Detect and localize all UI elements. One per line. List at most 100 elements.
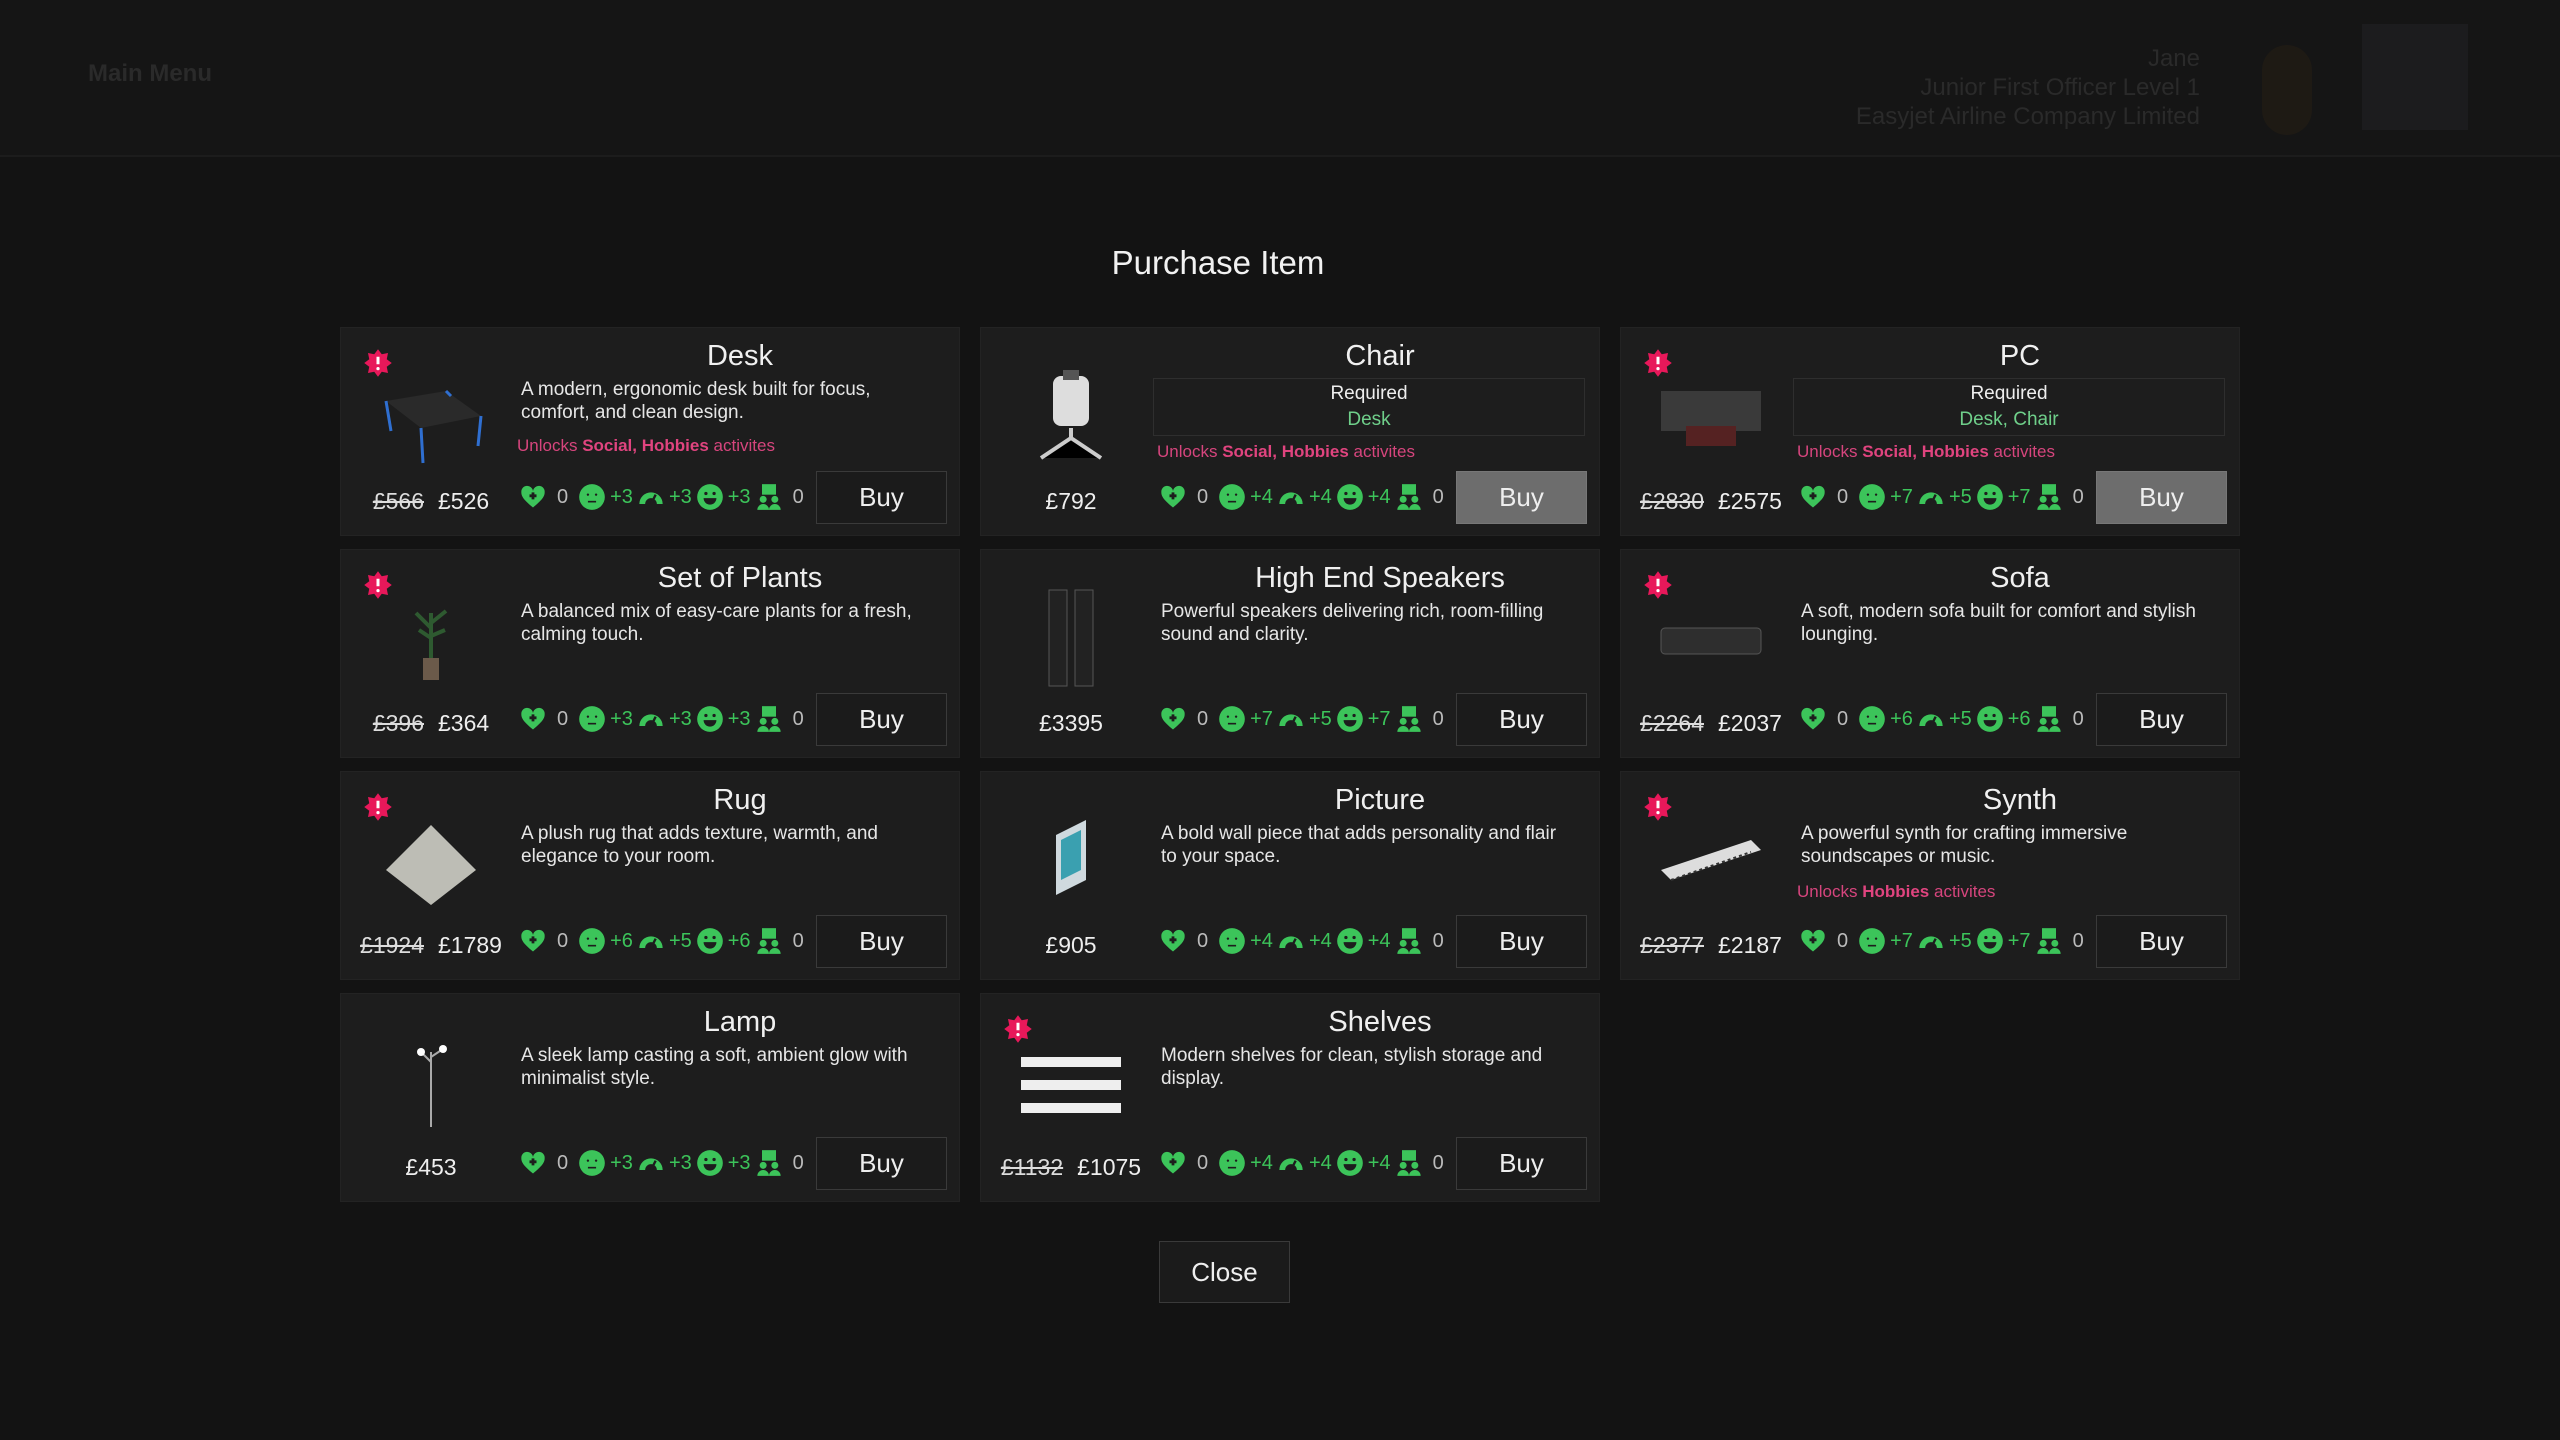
item-card-shelves: £1132 £1075 Shelves Modern shelves for clea…	[980, 993, 1600, 1202]
item-image	[1011, 1032, 1131, 1132]
unlocks-suffix: activites	[713, 436, 775, 455]
current-price: £364	[438, 710, 490, 736]
stat-value: +3	[668, 707, 692, 730]
item-name: Set of Plants	[657, 562, 823, 594]
stat-effects: 0 +4 +4 +4 0	[1159, 927, 1450, 955]
buy-button[interactable]: Buy	[2096, 915, 2227, 968]
original-price: £1924	[360, 932, 424, 958]
health-icon	[1159, 927, 1187, 955]
close-button[interactable]: Close	[1159, 1241, 1290, 1303]
required-items: Desk, Chair	[1959, 409, 2059, 430]
current-price: £1075	[1077, 1154, 1142, 1180]
required-label: Required	[1330, 383, 1408, 404]
profile-info: Jane Junior First Officer Level 1 Easyje…	[1856, 44, 2200, 131]
stat-value: +4	[1250, 929, 1273, 952]
item-image	[1651, 366, 1771, 466]
current-price: £526	[438, 488, 490, 514]
alert-badge-icon	[1004, 1015, 1032, 1043]
price: £3395	[981, 710, 1161, 737]
alert-badge-icon	[1644, 793, 1672, 821]
alert-badge-icon	[364, 349, 392, 377]
stat-value: 0	[792, 1151, 804, 1174]
health-icon	[519, 927, 547, 955]
buy-button[interactable]: Buy	[1456, 471, 1587, 524]
item-image	[371, 366, 491, 466]
gauge-icon	[1917, 927, 1945, 955]
stat-value: +4	[1308, 1151, 1332, 1174]
item-card-high-end-speakers: £3395 High End Speakers Powerful speakers …	[980, 549, 1600, 758]
stat-effects: 0 +7 +5 +7 0	[1799, 483, 2090, 511]
stat-value: +4	[1308, 929, 1332, 952]
unlocks-text: Unlocks Social, Hobbies activites	[1157, 442, 1415, 462]
unlocked-activities: Social, Hobbies	[1222, 442, 1349, 461]
required-label: Required	[1970, 383, 2048, 404]
stat-value: 0	[1432, 707, 1444, 730]
top-bar: Main Menu Jane Junior First Officer Leve…	[0, 0, 2560, 157]
original-price: £566	[372, 488, 424, 514]
item-image	[1011, 366, 1131, 466]
mood-neutral-icon	[578, 483, 606, 511]
buy-button[interactable]: Buy	[816, 915, 947, 968]
social-icon	[755, 927, 783, 955]
stat-value: +5	[1948, 485, 1972, 508]
health-icon	[1159, 705, 1187, 733]
item-description: A balanced mix of easy-care plants for a…	[521, 601, 912, 645]
item-image	[371, 810, 491, 910]
stat-effects: 0 +4 +4 +4 0	[1159, 1149, 1450, 1177]
happy-face-icon	[696, 927, 724, 955]
stat-value: +3	[610, 1151, 633, 1174]
social-icon	[1395, 1149, 1423, 1177]
main-menu-link[interactable]: Main Menu	[88, 60, 212, 87]
stat-value: +6	[1890, 707, 1913, 730]
buy-button[interactable]: Buy	[1456, 915, 1587, 968]
unlocks-suffix: activites	[1993, 442, 2055, 461]
happy-face-icon	[1336, 705, 1364, 733]
stat-value: 0	[2072, 707, 2084, 730]
buy-button[interactable]: Buy	[2096, 471, 2227, 524]
stat-value: +6	[610, 929, 633, 952]
item-image	[371, 1032, 491, 1132]
social-icon	[755, 1149, 783, 1177]
social-icon	[2035, 927, 2063, 955]
stat-value: 0	[1837, 707, 1849, 730]
requirements-box: Required Desk	[1153, 378, 1585, 436]
item-name: Chair	[1345, 340, 1415, 372]
price: £1924 £1789	[341, 932, 521, 959]
original-price: £2830	[1640, 488, 1704, 514]
buy-button[interactable]: Buy	[2096, 693, 2227, 746]
stat-value: 0	[1197, 1151, 1209, 1174]
gauge-icon	[637, 705, 665, 733]
mood-neutral-icon	[578, 927, 606, 955]
stat-value: 0	[1432, 485, 1444, 508]
stat-value: 0	[1432, 929, 1444, 952]
stat-value: +3	[610, 707, 633, 730]
item-name: Synth	[1982, 784, 2058, 816]
item-card-synth: £2377 £2187 Synth A powerful synth for craf…	[1620, 771, 2240, 980]
item-description: Powerful speakers delivering rich, room-…	[1161, 601, 1544, 645]
unlocks-text: Unlocks Social, Hobbies activites	[1797, 442, 2055, 462]
happy-face-icon	[1976, 927, 2004, 955]
original-price: £2377	[1640, 932, 1704, 958]
stat-value: +7	[1890, 485, 1913, 508]
price: £453	[341, 1154, 521, 1181]
item-name: Shelves	[1328, 1006, 1432, 1038]
stat-value: +7	[1890, 929, 1913, 952]
buy-button[interactable]: Buy	[816, 471, 947, 524]
avatar[interactable]	[2262, 45, 2312, 135]
price: £2377 £2187	[1621, 932, 1801, 959]
stat-effects: 0 +3 +3 +3 0	[519, 1149, 810, 1177]
item-name: Rug	[713, 784, 767, 816]
health-icon	[1799, 705, 1827, 733]
buy-button[interactable]: Buy	[1456, 693, 1587, 746]
stat-value: 0	[792, 929, 804, 952]
airline-logo	[2362, 24, 2468, 130]
item-card-lamp: £453 Lamp A sleek lamp casting a soft, amb…	[340, 993, 960, 1202]
stat-value: +3	[727, 1151, 751, 1174]
item-description: Modern shelves for clean, stylish storag…	[1161, 1045, 1543, 1089]
happy-face-icon	[696, 705, 724, 733]
item-card-sofa: £2264 £2037 Sofa A soft, modern sofa built …	[1620, 549, 2240, 758]
buy-button[interactable]: Buy	[816, 1137, 947, 1190]
buy-button[interactable]: Buy	[816, 693, 947, 746]
buy-button[interactable]: Buy	[1456, 1137, 1587, 1190]
stat-value: +5	[1948, 929, 1972, 952]
